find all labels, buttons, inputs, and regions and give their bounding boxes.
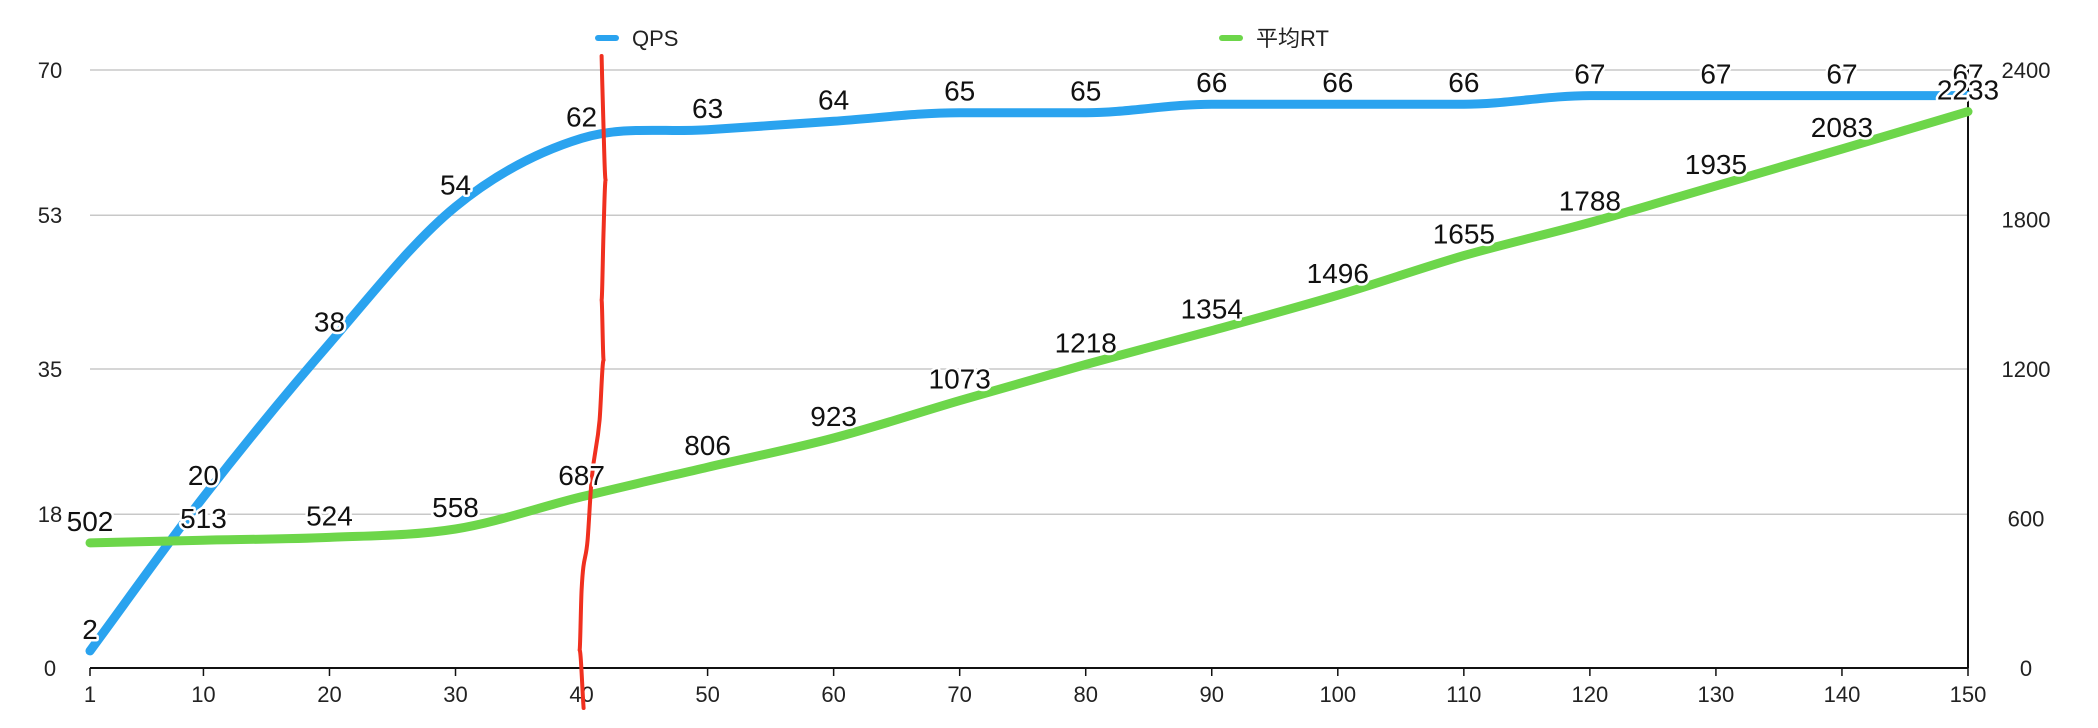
qps-data-label: 62 <box>566 101 597 132</box>
x-tick-label: 60 <box>821 682 845 707</box>
qps-data-label: 38 <box>314 306 345 337</box>
left-y-tick-label: 35 <box>38 357 62 382</box>
left-y-tick-label: 18 <box>38 502 62 527</box>
x-tick-label: 90 <box>1200 682 1224 707</box>
qps-data-label: 66 <box>1448 67 1479 98</box>
rt-data-label: 502 <box>67 506 114 537</box>
rt-data-label: 2233 <box>1937 75 1999 106</box>
right-y-tick-label: 2400 <box>2002 58 2051 83</box>
annotation-red-line <box>577 54 608 710</box>
qps-data-label: 67 <box>1700 59 1731 90</box>
legend: QPS 平均RT <box>595 26 1329 51</box>
right-y-tick-label: 0 <box>2020 656 2032 681</box>
x-tick-label: 1 <box>84 682 96 707</box>
x-tick-label: 10 <box>191 682 215 707</box>
rt-data-label: 1073 <box>929 364 991 395</box>
red-marker-annotation <box>577 54 608 710</box>
rt-data-label: 1788 <box>1559 185 1621 216</box>
qps-data-label: 2 <box>82 614 98 645</box>
x-tick-label: 130 <box>1698 682 1735 707</box>
qps-data-label: 64 <box>818 84 849 115</box>
rt-data-label: 1496 <box>1307 258 1369 289</box>
rt-data-label: 1218 <box>1055 328 1117 359</box>
left-y-tick-label: 53 <box>38 203 62 228</box>
rt-data-label: 806 <box>684 430 731 461</box>
qps-data-label: 54 <box>440 170 471 201</box>
x-tick-label: 80 <box>1073 682 1097 707</box>
x-tick-label: 110 <box>1446 682 1481 707</box>
data-labels: 2 20 38 54 62 63 64 65 65 66 66 66 67 67 67 67 502 513 524… <box>64 56 2002 647</box>
qps-data-label: 67 <box>1826 59 1857 90</box>
axes: 1 10 20 30 40 50 60 70 80 90 100 110 120 130 140 150018… <box>38 58 2051 707</box>
gridlines <box>90 69 1968 515</box>
left-y-tick-label: 0 <box>44 656 56 681</box>
qps-data-label: 67 <box>1574 59 1605 90</box>
qps-data-label: 65 <box>1070 76 1101 107</box>
rt-data-label: 1354 <box>1181 294 1243 325</box>
series-lines <box>85 91 1973 656</box>
x-tick-label: 30 <box>443 682 467 707</box>
series-line-qps <box>85 91 1973 656</box>
rt-data-label: 1655 <box>1433 219 1495 250</box>
x-tick-label: 70 <box>947 682 971 707</box>
rt-data-label: 1935 <box>1685 149 1747 180</box>
qps-data-label: 20 <box>188 460 219 491</box>
x-tick-label: 100 <box>1319 682 1356 707</box>
right-y-tick-label: 1200 <box>2002 357 2051 382</box>
rt-data-label: 524 <box>306 500 353 531</box>
left-y-tick-label: 70 <box>38 58 62 83</box>
x-tick-label: 50 <box>695 682 719 707</box>
series-line-avg-rt <box>85 107 1973 548</box>
rt-data-label: 923 <box>810 401 857 432</box>
qps-data-label: 66 <box>1196 67 1227 98</box>
qps-data-label: 65 <box>944 76 975 107</box>
x-tick-label: 120 <box>1572 682 1609 707</box>
rt-data-label: 558 <box>432 492 479 523</box>
rt-data-label: 2083 <box>1811 112 1873 143</box>
legend-label: QPS <box>632 26 678 51</box>
rt-data-label: 687 <box>558 460 605 491</box>
right-y-tick-label: 600 <box>2008 507 2045 532</box>
x-tick-label: 140 <box>1824 682 1861 707</box>
x-tick-label: 150 <box>1950 682 1987 707</box>
qps-data-label: 66 <box>1322 67 1353 98</box>
qps-data-label: 67 <box>1952 59 1983 90</box>
legend-label: 平均RT <box>1256 26 1329 51</box>
rt-data-label: 513 <box>180 503 227 534</box>
right-y-tick-label: 1800 <box>2002 208 2051 233</box>
qps-data-label: 63 <box>692 93 723 124</box>
x-tick-label: 20 <box>317 682 341 707</box>
